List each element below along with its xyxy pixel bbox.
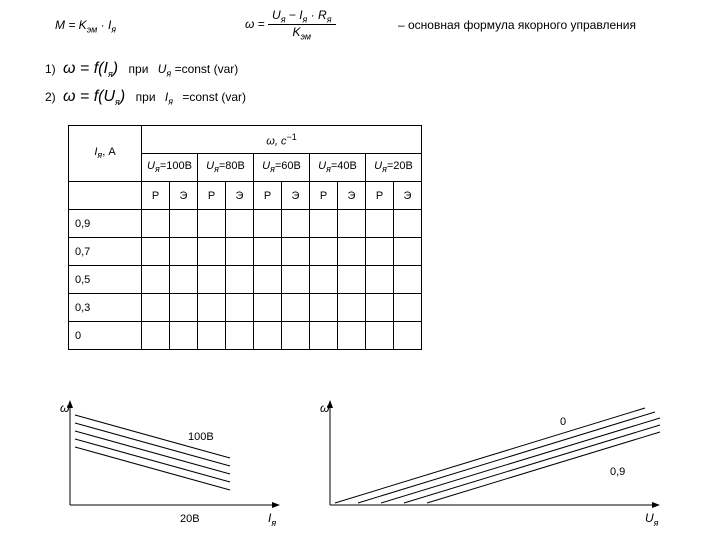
svg-text:Uя: Uя (645, 511, 659, 528)
data-cell (394, 322, 422, 350)
voltage-header: Uя=100В (142, 154, 198, 182)
data-cell (338, 294, 366, 322)
data-cell (170, 238, 198, 266)
subheader-cell: Р (198, 182, 226, 210)
row-label: 0,3 (69, 294, 142, 322)
list-item-2: 2) ω = f(Uя) при Iя =const (var) (45, 88, 246, 107)
data-cell (394, 294, 422, 322)
graph-right: ω 0 0,9 Uя (310, 400, 680, 530)
subheader-cell: Р (254, 182, 282, 210)
data-cell (198, 210, 226, 238)
data-cell (282, 266, 310, 294)
subheader-cell: Э (338, 182, 366, 210)
row-label: 0 (69, 322, 142, 350)
svg-text:0: 0 (560, 416, 566, 428)
data-cell (366, 238, 394, 266)
svg-text:ω: ω (60, 401, 69, 415)
data-cell (310, 210, 338, 238)
data-cell (394, 266, 422, 294)
data-cell (366, 210, 394, 238)
row-label: 0,5 (69, 266, 142, 294)
data-cell (142, 322, 170, 350)
svg-text:20В: 20В (180, 513, 200, 525)
data-cell (170, 322, 198, 350)
data-cell (170, 266, 198, 294)
row-header-label: Iя, A (69, 126, 142, 182)
data-cell (366, 266, 394, 294)
data-cell (226, 210, 254, 238)
row-label: 0,7 (69, 238, 142, 266)
data-cell (198, 294, 226, 322)
data-cell (226, 238, 254, 266)
data-cell (338, 210, 366, 238)
list-item-1: 1) ω = f(Iя) при Uя =const (var) (45, 60, 238, 79)
data-cell (226, 294, 254, 322)
data-cell (254, 238, 282, 266)
data-cell (226, 266, 254, 294)
svg-text:ω: ω (320, 401, 329, 415)
voltage-header: Uя=60В (254, 154, 310, 182)
data-cell (338, 322, 366, 350)
voltage-header: Uя=40В (310, 154, 366, 182)
data-cell (142, 210, 170, 238)
data-cell (366, 294, 394, 322)
svg-text:100В: 100В (188, 431, 214, 443)
data-cell (254, 210, 282, 238)
data-cell (338, 266, 366, 294)
data-cell (366, 322, 394, 350)
graph-left: ω 100В 20В Iя (50, 400, 300, 530)
omega-header: ω, c−1 (142, 126, 422, 154)
voltage-header: Uя=20В (366, 154, 422, 182)
data-cell (282, 322, 310, 350)
row-label: 0,9 (69, 210, 142, 238)
data-cell (310, 322, 338, 350)
data-cell (254, 294, 282, 322)
subheader-cell: Р (310, 182, 338, 210)
data-cell (310, 238, 338, 266)
data-cell (394, 238, 422, 266)
data-cell (142, 294, 170, 322)
data-cell (170, 294, 198, 322)
data-cell (282, 294, 310, 322)
data-cell (310, 266, 338, 294)
data-cell (142, 266, 170, 294)
formula-description: – основная формула якорного управления (398, 18, 636, 32)
data-cell (226, 322, 254, 350)
data-cell (142, 238, 170, 266)
data-cell (310, 294, 338, 322)
voltage-header: Uя=80В (198, 154, 254, 182)
data-cell (282, 210, 310, 238)
data-cell (198, 238, 226, 266)
subheader-cell: Э (394, 182, 422, 210)
data-cell (338, 238, 366, 266)
subheader-cell: Р (142, 182, 170, 210)
svg-text:0,9: 0,9 (610, 466, 625, 478)
subheader-cell: Р (366, 182, 394, 210)
data-cell (254, 266, 282, 294)
data-cell (394, 210, 422, 238)
data-cell (170, 210, 198, 238)
data-cell (254, 322, 282, 350)
data-cell (282, 238, 310, 266)
formula-moment: M = Kэм · Iя (55, 18, 116, 34)
subheader-cell: Э (170, 182, 198, 210)
svg-text:Iя: Iя (268, 511, 276, 528)
subheader-cell: Э (226, 182, 254, 210)
data-cell (198, 266, 226, 294)
data-table: Iя, A ω, c−1 Uя=100ВUя=80ВUя=60ВUя=40ВUя… (68, 125, 422, 350)
formula-omega: ω = Uя − Iя · Rя Kэм (245, 8, 336, 42)
data-cell (198, 322, 226, 350)
subheader-cell: Э (282, 182, 310, 210)
